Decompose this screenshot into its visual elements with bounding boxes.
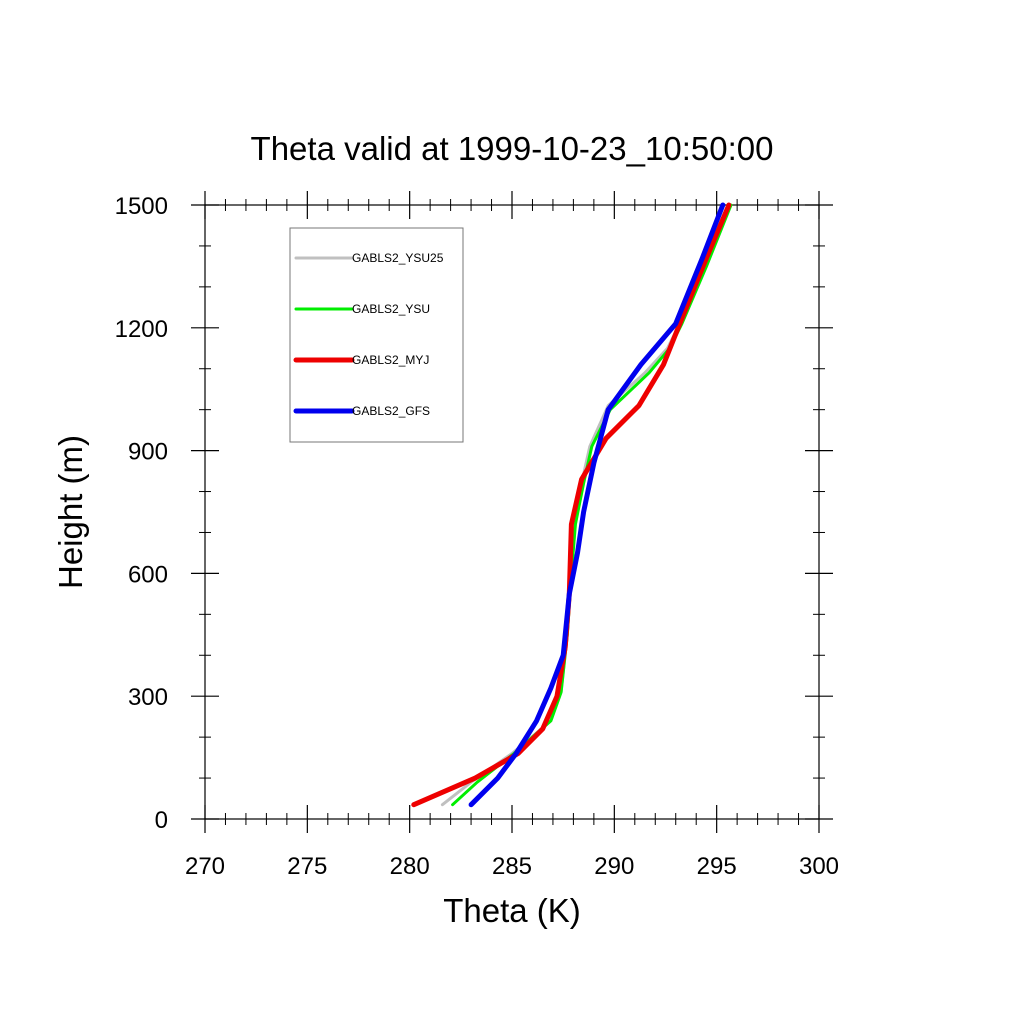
legend-label: GABLS2_YSU xyxy=(352,302,430,316)
y-tick-label: 0 xyxy=(155,807,168,834)
x-tick-label: 285 xyxy=(492,853,532,880)
x-axis: 270 275 280 285 290 295 300 xyxy=(185,191,839,880)
y-tick-label: 900 xyxy=(128,439,168,466)
y-axis: 0 300 600 900 1200 1500 xyxy=(115,193,833,834)
y-tick-label: 1500 xyxy=(115,193,168,220)
series-line xyxy=(468,202,726,808)
y-axis-title: Height (m) xyxy=(52,435,89,589)
x-tick-label: 295 xyxy=(697,853,737,880)
legend: GABLS2_YSU25 GABLS2_YSU GABLS2_MYJ GABLS2_G… xyxy=(289,227,464,443)
chart-title: Theta valid at 1999-10-23_10:50:00 xyxy=(251,130,774,167)
y-tick-label: 600 xyxy=(128,561,168,588)
y-tick-label: 300 xyxy=(128,684,168,711)
legend-label: GABLS2_GFS xyxy=(352,404,430,418)
x-tick-label: 270 xyxy=(185,853,225,880)
series-lines xyxy=(411,202,733,808)
minor-ticks xyxy=(199,199,825,825)
x-axis-title: Theta (K) xyxy=(443,892,581,929)
y-tick-label: 1200 xyxy=(115,316,168,343)
legend-box xyxy=(289,227,464,443)
legend-label: GABLS2_MYJ xyxy=(352,353,429,367)
x-tick-label: 290 xyxy=(594,853,634,880)
legend-label: GABLS2_YSU25 xyxy=(352,251,444,265)
x-tick-label: 280 xyxy=(390,853,430,880)
x-tick-label: 275 xyxy=(287,853,327,880)
series-line xyxy=(411,202,732,808)
x-tick-label: 300 xyxy=(799,853,839,880)
